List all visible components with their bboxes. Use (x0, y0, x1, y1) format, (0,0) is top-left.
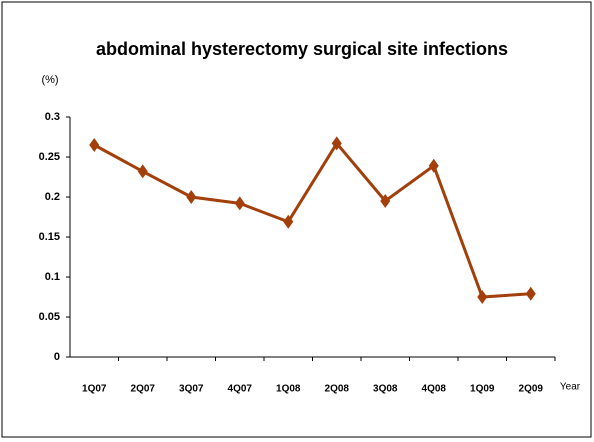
x-tick-label: 1Q07 (82, 384, 107, 395)
y-tick-label: 0 (54, 351, 60, 363)
data-point (428, 158, 439, 173)
data-point (186, 190, 197, 204)
x-tick-label: 2Q07 (131, 384, 156, 395)
x-tick-label: 1Q08 (276, 384, 301, 395)
data-line (93, 140, 531, 299)
data-point (477, 290, 488, 304)
chart-title: abdominal hysterectomy surgical site inf… (96, 39, 508, 59)
x-tick-label: 4Q08 (422, 384, 447, 395)
x-tick-label: 1Q09 (470, 384, 495, 395)
data-point (89, 138, 100, 152)
x-tick-label: 2Q09 (519, 384, 544, 395)
data-point (331, 136, 342, 151)
x-tick-label: 3Q07 (179, 384, 204, 395)
x-tick-label: 4Q07 (228, 384, 253, 395)
x-tick-label: 2Q08 (325, 384, 350, 395)
y-tick-label: 0.1 (45, 271, 60, 283)
y-tick-label: 0.25 (39, 151, 60, 163)
data-point (380, 194, 391, 208)
y-tick-label: 0.3 (45, 111, 60, 123)
y-axis-label: (%) (41, 74, 58, 86)
data-point (234, 196, 245, 211)
x-tick-label: 3Q08 (373, 384, 398, 395)
y-tick-label: 0.15 (39, 231, 60, 243)
data-point (137, 164, 148, 179)
data-point (283, 214, 294, 229)
data-point (525, 286, 536, 301)
x-axis-label: Year (560, 382, 581, 393)
y-tick-label: 0.05 (39, 311, 60, 323)
y-tick-label: 0.2 (45, 191, 60, 203)
